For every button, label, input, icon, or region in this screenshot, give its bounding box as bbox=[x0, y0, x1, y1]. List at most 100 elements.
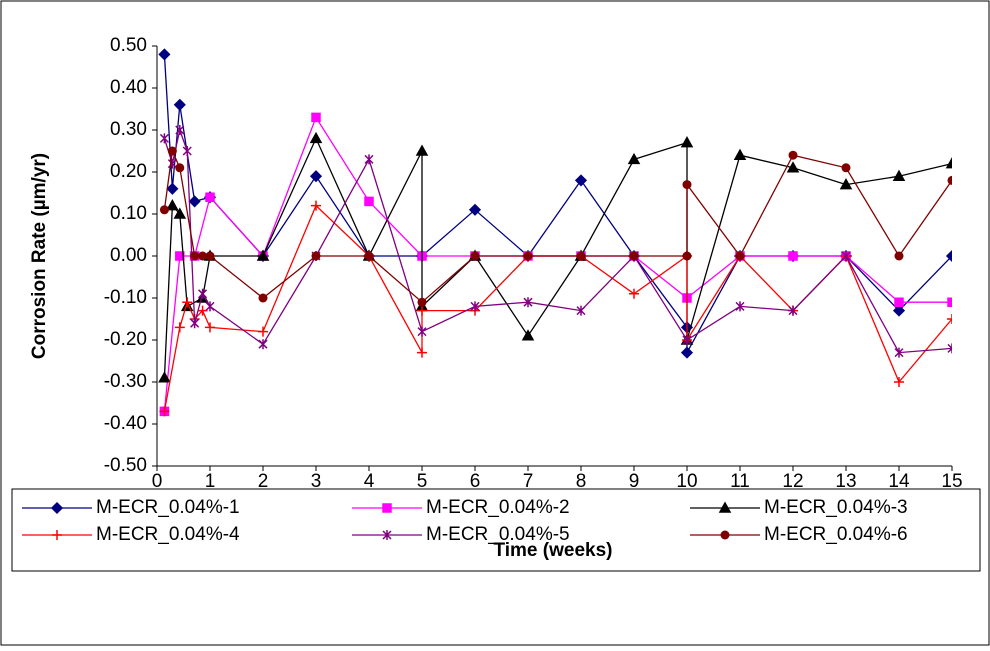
point bbox=[256, 249, 270, 261]
point bbox=[198, 251, 208, 261]
point bbox=[576, 251, 586, 261]
point bbox=[205, 192, 215, 202]
point bbox=[786, 161, 800, 173]
point bbox=[364, 154, 374, 165]
point bbox=[892, 169, 906, 181]
point bbox=[788, 150, 798, 160]
point bbox=[788, 305, 798, 316]
x-tick-label: 10 bbox=[676, 471, 697, 492]
point bbox=[733, 148, 747, 160]
x-tick-label: 2 bbox=[258, 471, 269, 492]
point bbox=[364, 251, 374, 261]
series-line bbox=[163, 136, 952, 378]
point bbox=[574, 174, 588, 187]
point bbox=[309, 131, 323, 144]
legend-label: M-ECR_0.04%-1 bbox=[96, 497, 240, 518]
x-tick-label: 0 bbox=[152, 471, 163, 492]
x-tick-label: 11 bbox=[730, 471, 750, 492]
point bbox=[682, 180, 692, 190]
point bbox=[945, 157, 952, 169]
point bbox=[894, 297, 904, 307]
point bbox=[198, 288, 208, 299]
point bbox=[311, 251, 321, 261]
point bbox=[841, 251, 851, 261]
x-tick-label: 3 bbox=[311, 471, 322, 492]
x-tick-label: 8 bbox=[576, 471, 587, 492]
point bbox=[470, 251, 480, 261]
point bbox=[417, 297, 427, 307]
point bbox=[417, 326, 427, 337]
point bbox=[311, 200, 321, 211]
point bbox=[523, 297, 533, 308]
y-tick-label: 0.00 bbox=[110, 245, 147, 266]
series bbox=[159, 146, 952, 307]
point bbox=[417, 347, 427, 358]
y-axis-title: Corrosion Rate (µm/yr) bbox=[29, 153, 50, 359]
point bbox=[629, 251, 639, 261]
point bbox=[173, 98, 186, 111]
point bbox=[166, 182, 179, 195]
legend-marker bbox=[718, 501, 732, 513]
y-tick-label: -0.50 bbox=[104, 455, 147, 476]
point bbox=[175, 125, 185, 135]
point bbox=[682, 251, 692, 261]
point bbox=[158, 48, 171, 61]
x-tick-label: 5 bbox=[417, 471, 428, 492]
point bbox=[470, 301, 480, 312]
point bbox=[364, 196, 374, 207]
point bbox=[680, 136, 694, 148]
point bbox=[894, 347, 904, 358]
point bbox=[788, 251, 798, 261]
legend-label: M-ECR_0.04%-5 bbox=[426, 524, 570, 545]
point bbox=[159, 133, 169, 144]
x-axis-title: Time (weeks) bbox=[494, 540, 613, 561]
y-tick-label: -0.40 bbox=[104, 413, 147, 434]
point bbox=[947, 175, 952, 185]
series-line bbox=[163, 204, 952, 412]
x-tick-label: 6 bbox=[470, 471, 481, 492]
x-tick-label: 9 bbox=[629, 471, 640, 492]
point bbox=[680, 346, 694, 359]
point bbox=[309, 170, 323, 183]
point bbox=[945, 249, 952, 263]
legend-marker bbox=[52, 530, 62, 540]
point bbox=[258, 339, 268, 350]
y-tick-label: 0.20 bbox=[110, 161, 147, 182]
point bbox=[173, 207, 187, 219]
point bbox=[258, 326, 268, 337]
point bbox=[521, 329, 535, 341]
point bbox=[576, 305, 586, 316]
point bbox=[311, 112, 321, 123]
y-tick-label: 0.30 bbox=[110, 119, 147, 140]
point bbox=[468, 203, 482, 216]
point bbox=[415, 144, 429, 156]
point bbox=[205, 251, 215, 261]
y-tick-label: -0.30 bbox=[104, 371, 147, 392]
legend-marker bbox=[720, 530, 730, 540]
point bbox=[947, 297, 952, 307]
legend-marker bbox=[50, 501, 64, 515]
legend-marker bbox=[382, 503, 392, 513]
point bbox=[159, 406, 170, 417]
point bbox=[894, 251, 904, 261]
point bbox=[839, 178, 853, 190]
point bbox=[258, 293, 268, 303]
point bbox=[947, 343, 952, 354]
x-tick-label: 12 bbox=[782, 471, 803, 492]
point bbox=[947, 314, 952, 324]
point bbox=[158, 371, 171, 383]
point bbox=[894, 377, 904, 387]
point bbox=[841, 163, 851, 173]
point bbox=[182, 297, 193, 308]
point bbox=[167, 146, 177, 156]
x-tick-label: 14 bbox=[888, 471, 910, 492]
point bbox=[159, 205, 169, 215]
point bbox=[735, 251, 745, 261]
point bbox=[166, 199, 179, 211]
legend-label: M-ECR_0.04%-6 bbox=[764, 524, 908, 545]
point bbox=[682, 335, 692, 345]
point bbox=[190, 318, 200, 329]
